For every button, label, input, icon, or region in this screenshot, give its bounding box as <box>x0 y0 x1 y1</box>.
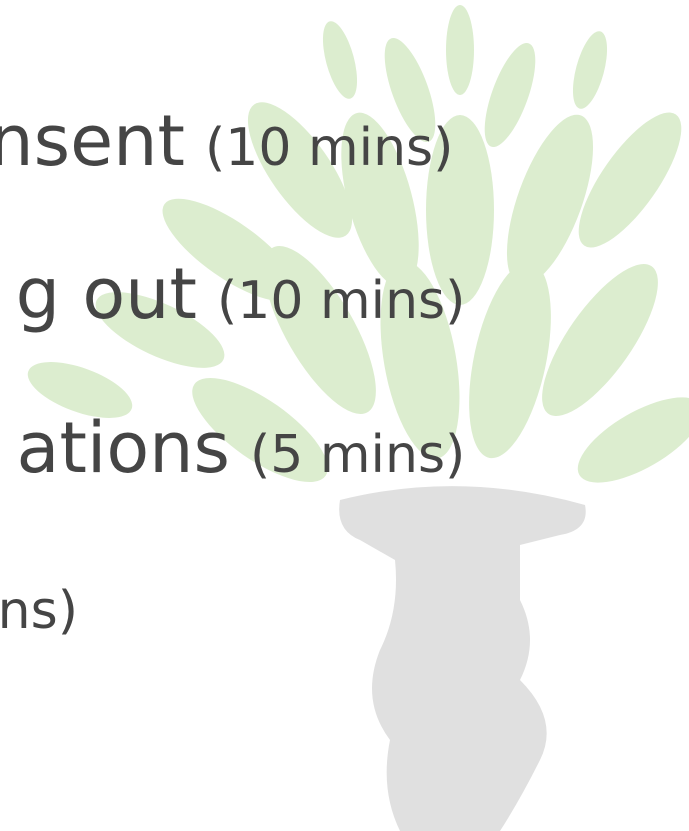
agenda-item: ations <box>17 407 230 489</box>
duration: (5 mins) <box>250 425 465 485</box>
duration: (10 mins) <box>205 118 453 178</box>
duration: ns) <box>0 581 78 641</box>
page: nsent (10 mins) g out (10 mins) ations (… <box>0 0 689 831</box>
agenda-item: nsent <box>0 100 185 182</box>
duration: (10 mins) <box>217 271 465 331</box>
torch-logo <box>339 486 586 831</box>
slide: nsent (10 mins) g out (10 mins) ations (… <box>0 0 689 831</box>
agenda-item: g out <box>16 253 197 335</box>
